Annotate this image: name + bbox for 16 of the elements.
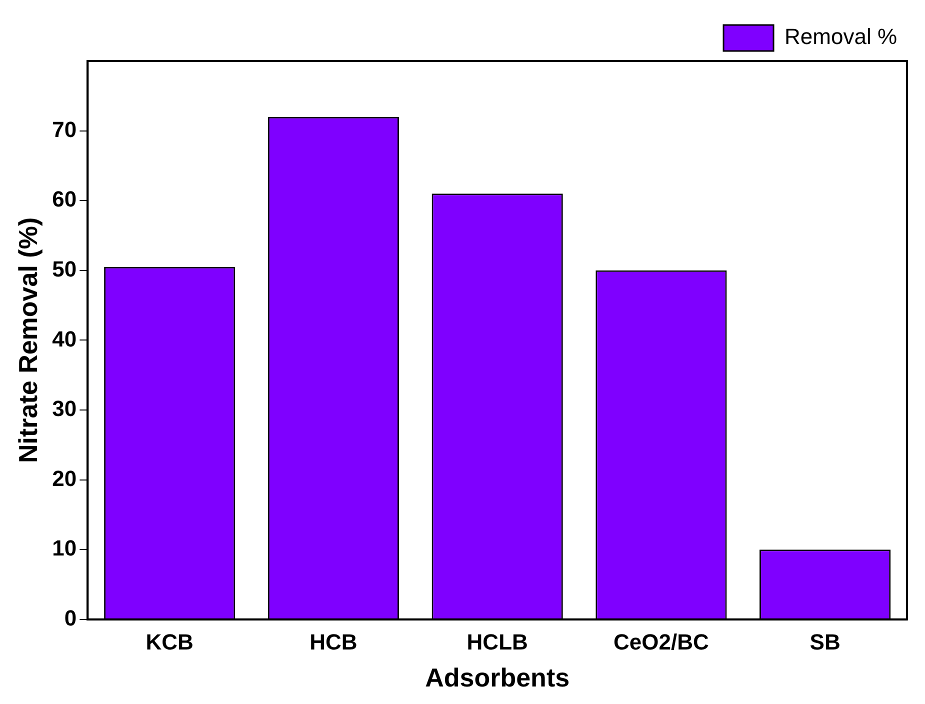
y-tick-label: 0 bbox=[64, 605, 77, 630]
x-tick-label: HCB bbox=[310, 630, 358, 655]
y-tick-label: 10 bbox=[52, 536, 77, 561]
y-tick-label: 50 bbox=[52, 256, 77, 282]
x-tick-label: CeO2/BC bbox=[614, 630, 709, 655]
y-tick-label: 30 bbox=[52, 396, 77, 422]
y-tick-label: 60 bbox=[52, 186, 77, 212]
x-tick-label: HCLB bbox=[466, 630, 528, 655]
x-axis-title: Adsorbents bbox=[425, 662, 570, 693]
x-tick-label: SB bbox=[810, 630, 840, 655]
x-tick-label: KCB bbox=[146, 630, 194, 655]
y-axis-title: Nitrate Removal (%) bbox=[12, 217, 43, 464]
y-tick-label: 70 bbox=[52, 116, 77, 142]
y-tick-label: 20 bbox=[52, 466, 77, 491]
y-tick-label: 40 bbox=[52, 326, 77, 352]
legend-label: Removal % bbox=[784, 24, 898, 50]
